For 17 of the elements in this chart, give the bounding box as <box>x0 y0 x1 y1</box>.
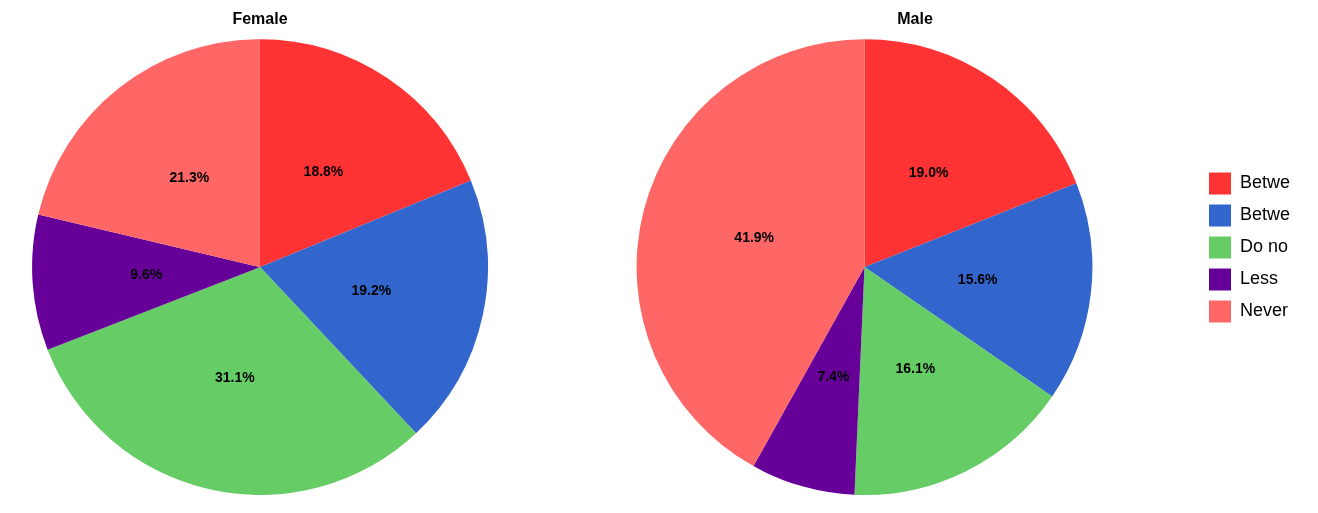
data-label: 31.1% <box>214 369 256 386</box>
chart-title: Male <box>897 10 933 28</box>
data-label: 7.4% <box>817 367 850 384</box>
legend-label: Never <box>1239 300 1288 321</box>
chart-title: Female <box>232 10 288 28</box>
data-label: 9.6% <box>130 265 163 282</box>
data-label: 18.8% <box>303 163 344 180</box>
data-label: 21.3% <box>169 168 210 185</box>
data-label: 19.2% <box>351 282 392 299</box>
data-label: 41.9% <box>734 229 775 246</box>
legend-label: Do no <box>1239 236 1289 257</box>
legend-label: Less <box>1239 268 1278 289</box>
legend-label: Betwe <box>1239 172 1290 193</box>
legend-label: Betwe <box>1239 204 1290 225</box>
data-label: 15.6% <box>957 270 999 287</box>
data-label: 16.1% <box>895 359 936 376</box>
data-label: 19.0% <box>908 163 949 180</box>
